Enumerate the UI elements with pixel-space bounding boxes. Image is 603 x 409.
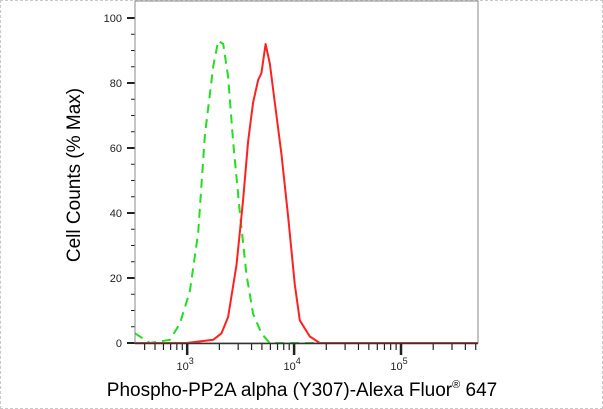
x-tick-label: 104 <box>283 356 300 373</box>
x-tick-base: 10 <box>177 361 189 373</box>
x-tick-exponent: 5 <box>403 356 408 366</box>
plot-frame <box>134 0 479 344</box>
sample-histogram-line <box>135 43 478 344</box>
x-axis-title-main: Phospho-PP2A alpha (Y307)-Alexa Fluor <box>107 380 453 401</box>
x-tick-label: 105 <box>390 356 407 373</box>
registered-mark: ® <box>452 379 460 391</box>
control-histogram-line <box>134 39 478 344</box>
y-tick-label: 20 <box>110 273 122 285</box>
y-tick-label: 60 <box>110 143 122 155</box>
y-tick-label: 0 <box>116 338 122 350</box>
y-tick-label: 80 <box>110 78 122 90</box>
x-tick-base: 10 <box>390 361 402 373</box>
x-tick-exponent: 4 <box>296 356 301 366</box>
y-axis-title: Cell Counts (% Max) <box>64 88 85 262</box>
y-tick-label: 40 <box>110 208 122 220</box>
x-tick-base: 10 <box>283 361 295 373</box>
x-axis-title: Phospho-PP2A alpha (Y307)-Alexa Fluor® 6… <box>107 379 497 401</box>
y-tick-label: 100 <box>104 13 122 25</box>
x-tick-label: 103 <box>177 356 194 373</box>
x-tick-exponent: 3 <box>189 356 194 366</box>
x-axis-title-suffix: 647 <box>460 380 497 401</box>
